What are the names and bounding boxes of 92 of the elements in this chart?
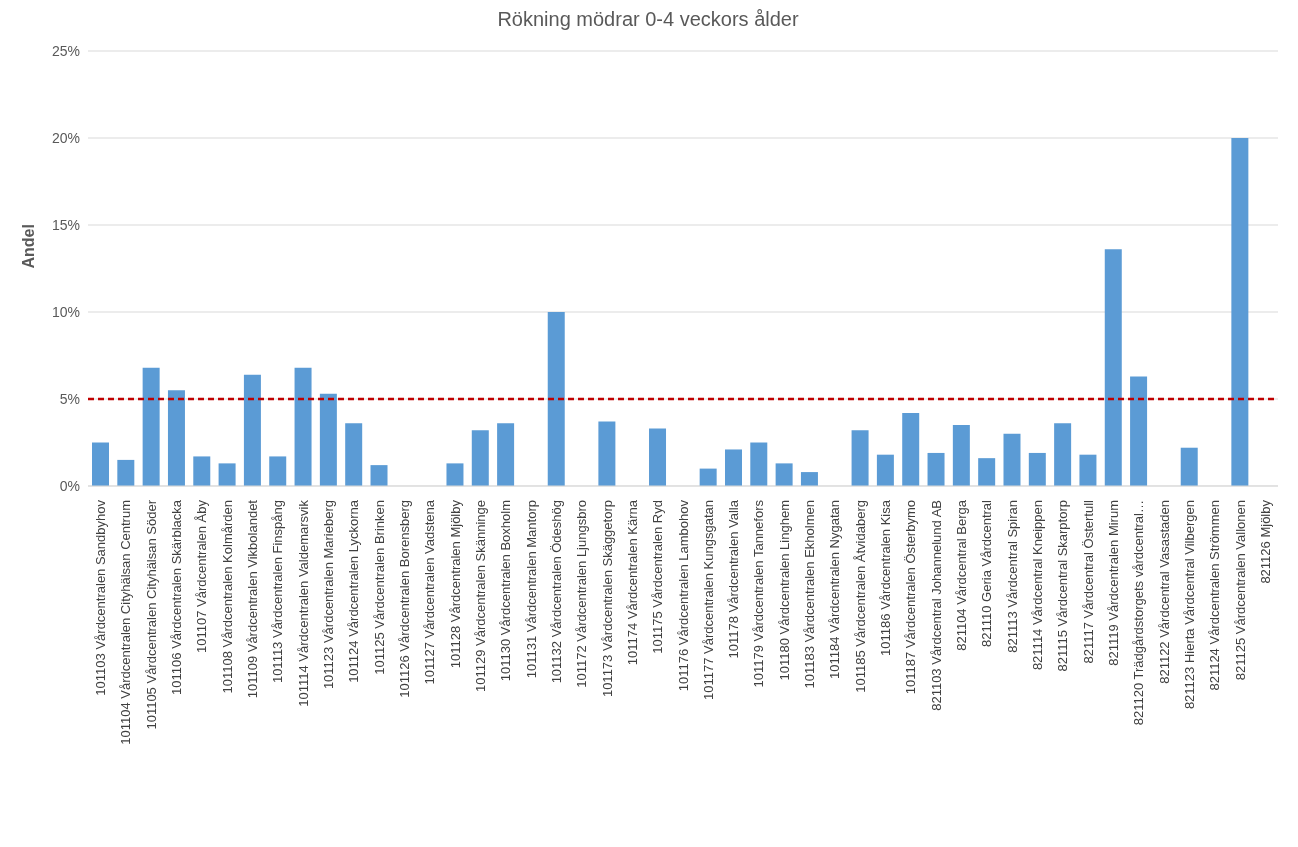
y-tick-label: 25% [51, 42, 80, 59]
bar [497, 423, 515, 486]
x-tick-label: 821117 Vårdcentral Östertull [1080, 499, 1096, 664]
bar [193, 456, 211, 486]
x-tick-label: 821120 Trädgårdstorgets vårdcentral… [1131, 500, 1147, 726]
x-tick-label: 101129 Vårdcentralen Skänninge [472, 500, 488, 693]
x-tick-label: 101123 Vårdcentralen Marieberg [321, 500, 337, 690]
bar [1104, 249, 1122, 486]
bar [117, 459, 135, 486]
y-tick-label: 15% [51, 216, 80, 233]
bar [345, 423, 363, 486]
bar [1054, 423, 1072, 486]
bar [1180, 447, 1198, 486]
bar [598, 421, 616, 486]
x-tick-label: 821122 Vårdcentral Vasastaden [1156, 500, 1172, 684]
x-tick-label: 821110 Geria Vårdcentral [979, 499, 995, 647]
bar [1003, 433, 1021, 486]
bar [142, 367, 160, 486]
bar [218, 463, 236, 486]
x-tick-label: 101187 Vårdcentralen Österbymo [903, 500, 919, 695]
x-tick-label: 101186 Vårdcentralen Kisa [878, 499, 894, 656]
bar [800, 472, 818, 486]
bar [724, 449, 742, 486]
x-tick-label: 101179 Vårdcentralen Tannefors [751, 499, 767, 688]
bar [243, 374, 261, 486]
x-tick-label: 101127 Vårdcentralen Vadstena [422, 499, 438, 685]
x-tick-label: 101103 Vårdcentralen Sandbyhov [93, 499, 109, 696]
bar [269, 456, 287, 486]
y-tick-label: 5% [59, 390, 80, 407]
x-tick-label: 101131 Vårdcentralen Mantorp [523, 500, 539, 679]
y-axis-title: Andel [19, 224, 37, 269]
x-tick-label: 101178 Vårdcentralen Valla [726, 499, 742, 659]
bar [649, 428, 667, 486]
bar [1130, 376, 1148, 486]
x-tick-label: 821125 Vårdcentralen Vallonen [1232, 500, 1248, 681]
y-tick-label: 0% [59, 477, 80, 494]
x-tick-label: 101183 Vårdcentralen Ekholmen [802, 500, 818, 689]
x-tick-label: 821114 Vårdcentral Kneippen [1029, 500, 1045, 671]
x-tick-label: 101174 Vårdcentralen Kärna [624, 499, 640, 666]
x-tick-label: 101106 Vårdcentralen Skärblacka [169, 499, 185, 695]
x-tick-label: 101185 Vårdcentralen Åtvidaberg [852, 500, 868, 693]
bar [876, 454, 894, 486]
y-tick-label: 20% [51, 129, 80, 146]
bar [471, 430, 489, 486]
x-tick-label: 821126 Mjölby [1257, 499, 1273, 584]
x-tick-label: 821124 Vårdcentralen Strömmen [1207, 500, 1223, 691]
x-tick-label: 101113 Vårdcentralen Finspång [270, 500, 286, 684]
x-tick-label: 101175 Vårdcentralen Ryd [650, 500, 666, 654]
x-tick-label: 101184 Vårdcentralen Nygatan [827, 500, 843, 679]
bar [319, 393, 337, 486]
bar [1028, 452, 1046, 486]
x-tick-label: 821113 Vårdcentral Spiran [1004, 500, 1020, 653]
bar [775, 463, 793, 486]
x-tick-label: 101172 Vårdcentralen Ljungsbro [574, 500, 590, 688]
bar [851, 430, 869, 486]
x-tick-label: 101177 Vårdcentralen Kungsgatan [700, 500, 716, 700]
bar [370, 465, 388, 486]
bar [294, 367, 312, 486]
x-tick-label: 101108 Vårdcentralen Kolmården [219, 500, 235, 694]
x-tick-label: 821123 Hierta Vårdcentral Vilbergen [1181, 500, 1197, 710]
x-tick-label: 821115 Vårdcentral Skarptorp [1055, 500, 1071, 672]
bar [446, 463, 464, 486]
x-tick-label: 101104 Vårdcentralen Cityhälsan Centrum [118, 500, 134, 745]
x-tick-label: 101109 Vårdcentralen Vikbolandet [245, 499, 261, 699]
y-tick-label: 10% [51, 303, 80, 320]
bar [547, 312, 565, 486]
x-tick-label: 101173 Vårdcentralen Skäggetorp [599, 500, 615, 698]
x-tick-label: 101180 Vårdcentralen Linghem [776, 500, 792, 681]
bar [952, 425, 970, 486]
x-tick-label: 101126 Vårdcentralen Borensberg [396, 500, 412, 698]
x-tick-label: 821104 Vårdcentral Berga [954, 499, 970, 651]
bar [1079, 454, 1097, 486]
chart-title: Rökning mödrar 0-4 veckors ålder [496, 8, 800, 31]
x-tick-label: 101107 Vårdcentralen Åby [194, 499, 210, 653]
x-tick-label: 101124 Vårdcentralen Lyckorna [346, 499, 362, 683]
bar [699, 468, 717, 486]
x-tick-label: 101114 Vårdcentralen Valdemarsvik [295, 499, 311, 707]
x-tick-label: 101125 Vårdcentralen Brinken [371, 500, 387, 675]
x-tick-label: 101128 Vårdcentralen Mjölby [447, 499, 463, 669]
x-tick-label: 101130 Vårdcentralen Boxholm [498, 500, 514, 682]
bar [1231, 138, 1249, 486]
x-tick-label: 821119 Vårdcentralen Mirum [1105, 500, 1121, 666]
bar [750, 442, 768, 486]
bar [978, 458, 996, 486]
x-tick-label: 101176 Vårdcentralen Lambohov [675, 499, 691, 692]
x-tick-label: 101132 Vårdcentralen Ödeshög [548, 500, 564, 684]
bar [167, 390, 185, 486]
x-tick-label: 821103 Vårdcentral Johannelund AB [928, 500, 944, 711]
bar [927, 452, 945, 486]
x-tick-label: 101105 Vårdcentralen Cityhälsan Söder [143, 499, 159, 730]
bar [92, 442, 109, 486]
bar [902, 412, 920, 486]
